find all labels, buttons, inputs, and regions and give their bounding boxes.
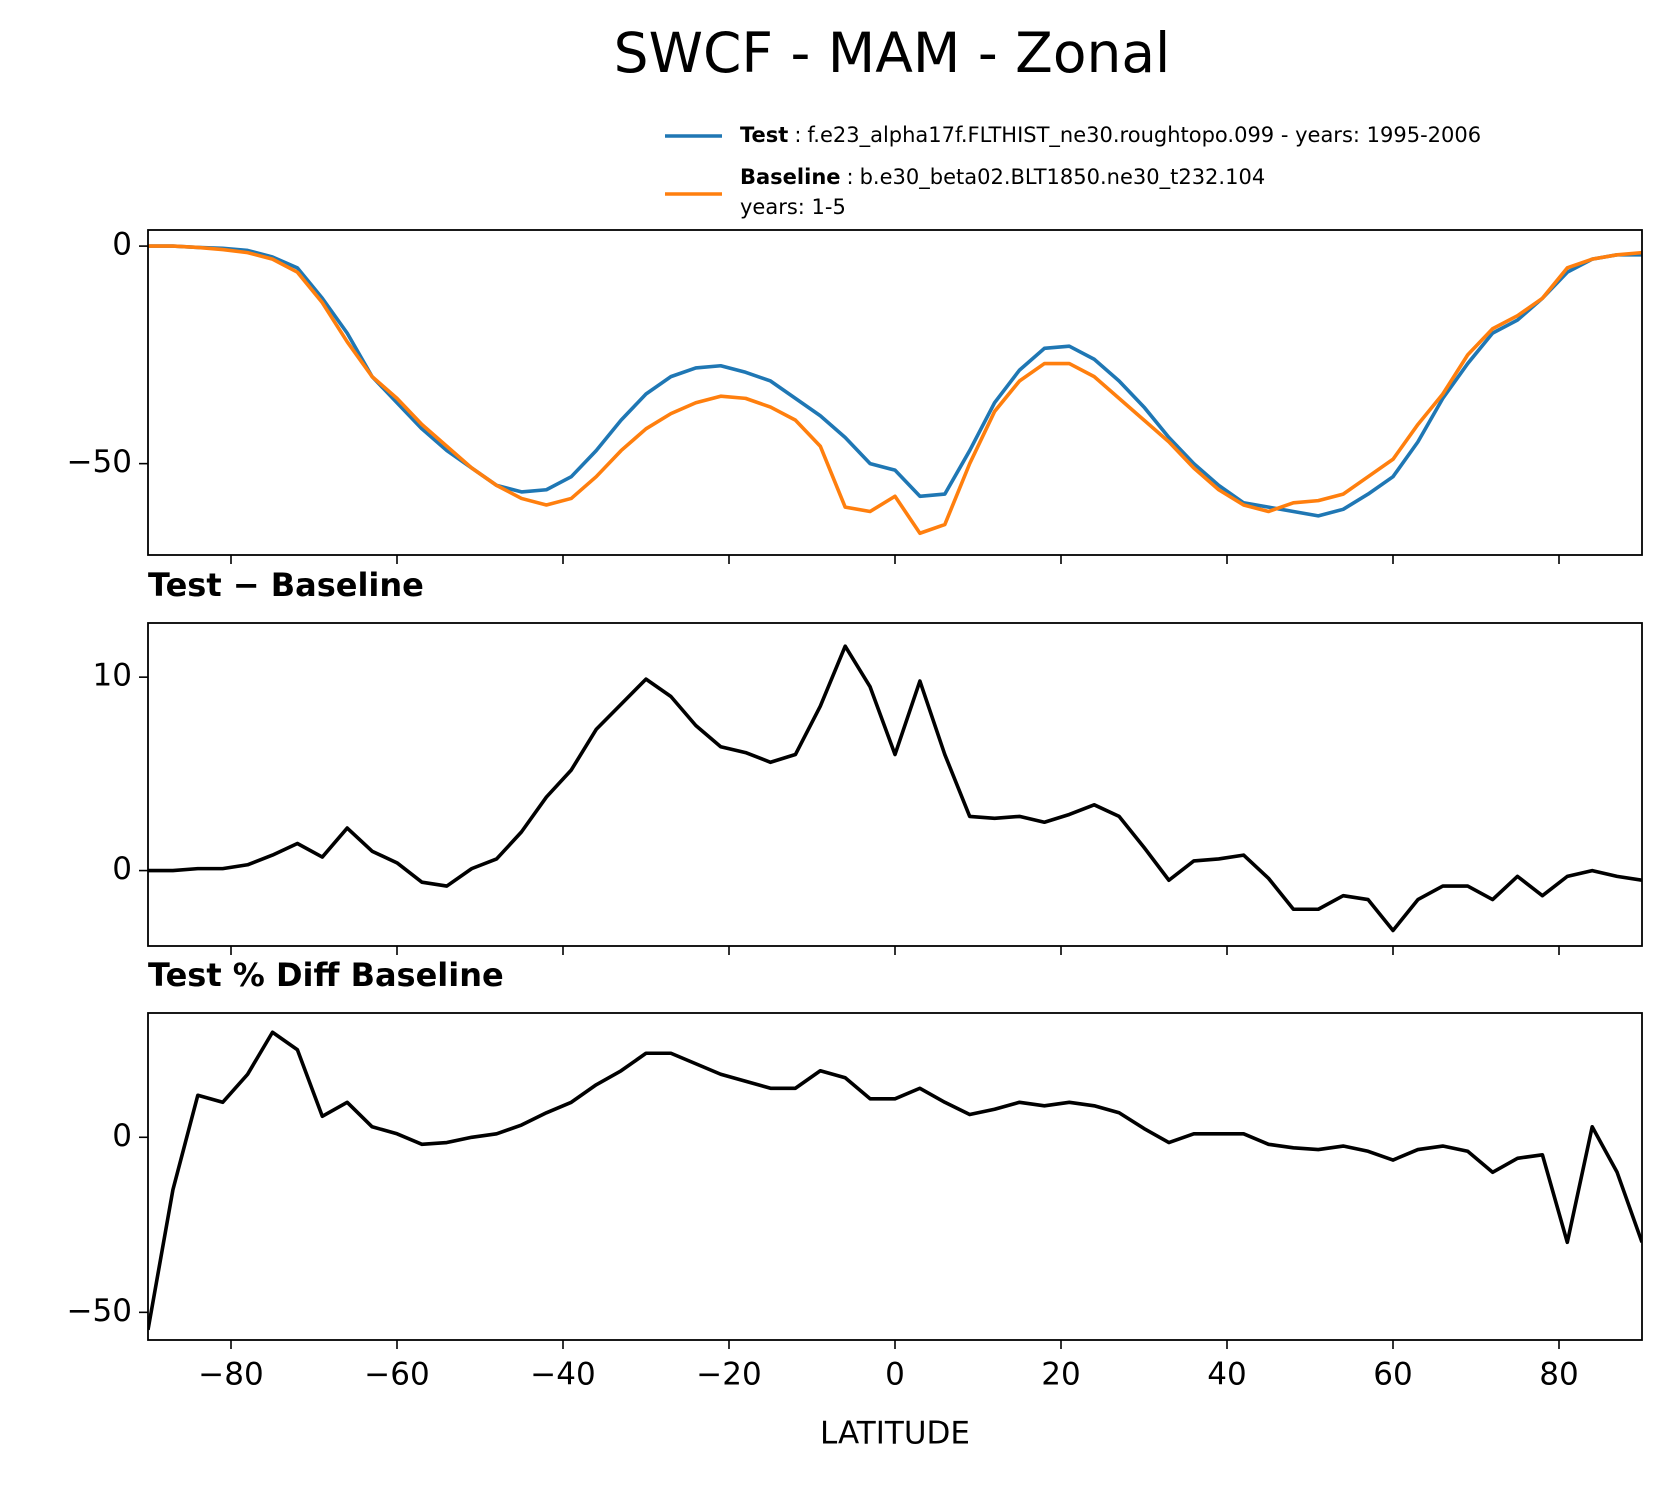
legend-separator: : (847, 165, 854, 189)
data-line (148, 1030, 1642, 1331)
x-tick-label: −80 (198, 1357, 263, 1393)
figure-title: SWCF - MAM - Zonal (614, 21, 1171, 85)
x-tick-label: 20 (1041, 1357, 1080, 1393)
axes-frame (147, 229, 1643, 556)
plot-area (148, 644, 1642, 933)
x-axis-label: LATITUDE (820, 1416, 970, 1452)
x-tick-label: −60 (364, 1357, 429, 1393)
legend-separator: : (794, 123, 801, 147)
x-tick-label: −20 (696, 1357, 761, 1393)
x-tick-label: −40 (530, 1357, 595, 1393)
legend-description: f.e23_alpha17f.FLTHIST_ne30.roughtopo.09… (807, 123, 1481, 148)
legend-description: b.e30_beta02.BLT1850.ne30_t232.104 (860, 165, 1266, 190)
y-tick-label: −50 (67, 444, 132, 480)
y-tick-label: 0 (112, 227, 132, 263)
legend-label: Baseline: b.e30_beta02.BLT1850.ne30_t232.… (740, 165, 1265, 190)
x-tick-label: 60 (1373, 1357, 1412, 1393)
x-tick-label: 0 (885, 1357, 905, 1393)
x-tick-label: 80 (1539, 1357, 1578, 1393)
x-tick-label: 40 (1207, 1357, 1246, 1393)
panel-title: Test % Diff Baseline (148, 956, 504, 994)
data-line (148, 244, 1642, 518)
panel-title: Test − Baseline (148, 566, 424, 604)
y-tick-label: −50 (67, 1293, 132, 1329)
data-line (148, 244, 1642, 536)
data-line (148, 644, 1642, 933)
axes-frame (147, 1012, 1643, 1341)
y-tick-label: 10 (93, 658, 132, 694)
y-tick-label: 0 (112, 851, 132, 887)
y-tick-label: 0 (112, 1118, 132, 1154)
legend-name: Baseline (740, 165, 841, 189)
legend-label: Test: f.e23_alpha17f.FLTHIST_ne30.roughto… (740, 123, 1481, 148)
legend-name: Test (740, 123, 788, 147)
legend-description: years: 1-5 (740, 195, 846, 219)
plot-area (148, 1030, 1642, 1331)
axes-frame (147, 622, 1643, 947)
plot-area (148, 244, 1642, 536)
